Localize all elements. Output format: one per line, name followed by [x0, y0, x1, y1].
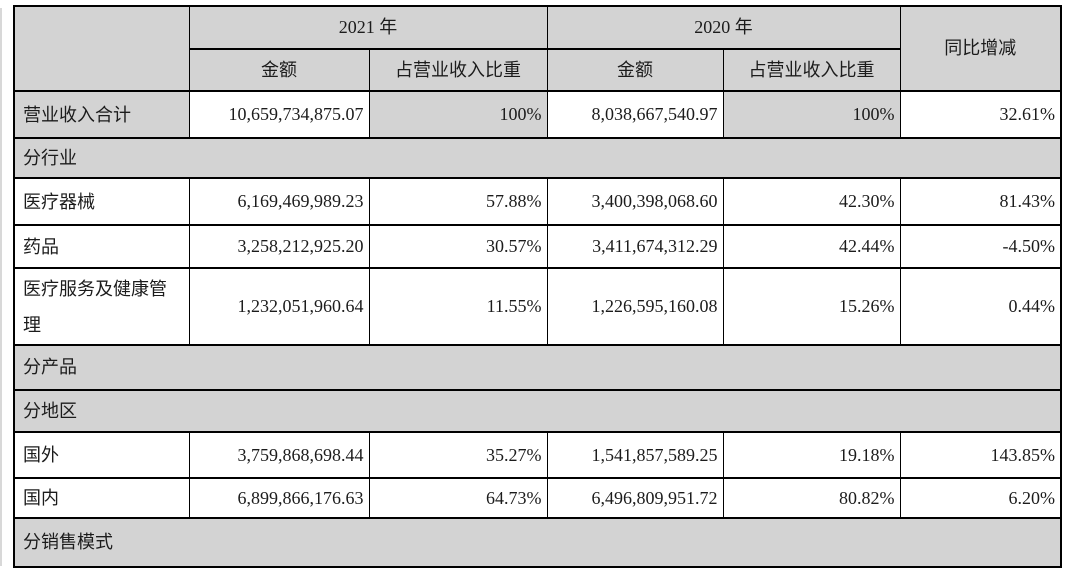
- cell-ratio-2020: 15.26%: [722, 267, 901, 346]
- cell-ratio-2021: 30.57%: [368, 224, 548, 269]
- cell-ratio-2020: 19.18%: [722, 431, 901, 479]
- cell-amount-2021: 10,659,734,875.07: [188, 90, 370, 139]
- row-medical-services: 医疗服务及健康管理 1,232,051,960.64 11.55% 1,226,…: [13, 267, 1062, 346]
- cell-amount-2021: 6,169,469,989.23: [188, 177, 370, 226]
- section-label: 分产品: [13, 344, 1062, 391]
- header-ratio-2020: 占营业收入比重: [722, 48, 901, 92]
- cell-amount-2020: 6,496,809,951.72: [546, 477, 724, 519]
- row-label: 国外: [13, 431, 190, 479]
- header-corner-cell: [13, 5, 190, 92]
- cell-amount-2020: 1,226,595,160.08: [546, 267, 724, 346]
- header-yoy: 同比增减: [899, 5, 1062, 92]
- header-amount-2020: 金额: [546, 48, 724, 92]
- cell-ratio-2020: 42.30%: [722, 177, 901, 226]
- row-label: 药品: [13, 224, 190, 269]
- cell-ratio-2021: 57.88%: [368, 177, 548, 226]
- cell-ratio-2020: 42.44%: [722, 224, 901, 269]
- revenue-breakdown-table: 2021 年 2020 年 同比增减 金额 占营业收入比重 金额 占营业收入比重…: [13, 5, 1062, 568]
- cell-yoy: -4.50%: [899, 224, 1062, 269]
- section-row-product: 分产品: [13, 344, 1062, 391]
- header-row-years: 2021 年 2020 年 同比增减: [13, 5, 1062, 92]
- cell-amount-2020: 3,400,398,068.60: [546, 177, 724, 226]
- cell-amount-2020: 1,541,857,589.25: [546, 431, 724, 479]
- section-label: 分行业: [13, 137, 1062, 179]
- row-total-revenue: 营业收入合计 10,659,734,875.07 100% 8,038,667,…: [13, 90, 1062, 139]
- row-overseas: 国外 3,759,868,698.44 35.27% 1,541,857,589…: [13, 431, 1062, 479]
- row-domestic: 国内 6,899,866,176.63 64.73% 6,496,809,951…: [13, 477, 1062, 519]
- header-amount-2021: 金额: [188, 48, 370, 92]
- cell-amount-2021: 6,899,866,176.63: [188, 477, 370, 519]
- section-row-industry: 分行业: [13, 137, 1062, 179]
- section-row-sales-mode: 分销售模式: [13, 517, 1062, 568]
- cell-ratio-2021: 35.27%: [368, 431, 548, 479]
- header-ratio-2021: 占营业收入比重: [368, 48, 548, 92]
- cell-ratio-2020: 80.82%: [722, 477, 901, 519]
- row-label: 营业收入合计: [13, 90, 190, 139]
- header-year-2020: 2020 年: [546, 5, 901, 50]
- cell-yoy: 32.61%: [899, 90, 1062, 139]
- cell-ratio-2020: 100%: [722, 90, 901, 139]
- cell-amount-2021: 3,759,868,698.44: [188, 431, 370, 479]
- row-label: 医疗服务及健康管理: [13, 267, 190, 346]
- section-row-region: 分地区: [13, 389, 1062, 433]
- cell-ratio-2021: 64.73%: [368, 477, 548, 519]
- section-label: 分销售模式: [13, 517, 1062, 568]
- section-label: 分地区: [13, 389, 1062, 433]
- cell-amount-2021: 3,258,212,925.20: [188, 224, 370, 269]
- cell-amount-2020: 8,038,667,540.97: [546, 90, 724, 139]
- cell-ratio-2021: 11.55%: [368, 267, 548, 346]
- cell-amount-2020: 3,411,674,312.29: [546, 224, 724, 269]
- header-row-subcolumns: 金额 占营业收入比重 金额 占营业收入比重: [14, 48, 1061, 92]
- row-pharmaceuticals: 药品 3,258,212,925.20 30.57% 3,411,674,312…: [13, 224, 1062, 269]
- scan-edge-artifact: [0, 8, 2, 566]
- cell-yoy: 81.43%: [899, 177, 1062, 226]
- header-year-2021: 2021 年: [188, 5, 548, 50]
- cell-amount-2021: 1,232,051,960.64: [188, 267, 370, 346]
- row-medical-devices: 医疗器械 6,169,469,989.23 57.88% 3,400,398,0…: [13, 177, 1062, 226]
- row-label: 国内: [13, 477, 190, 519]
- cell-yoy: 0.44%: [899, 267, 1062, 346]
- cell-yoy: 6.20%: [899, 477, 1062, 519]
- cell-ratio-2021: 100%: [368, 90, 548, 139]
- row-label: 医疗器械: [13, 177, 190, 226]
- cell-yoy: 143.85%: [899, 431, 1062, 479]
